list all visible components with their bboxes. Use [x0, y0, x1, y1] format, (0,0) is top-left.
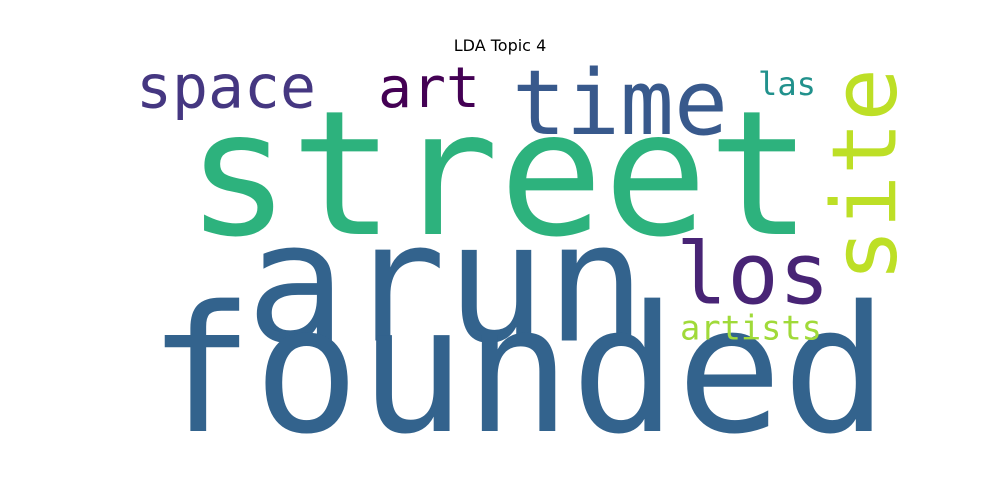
word-artists: artists: [680, 309, 822, 348]
word-art: art: [378, 56, 480, 121]
word-las: las: [758, 65, 816, 103]
word-time: time: [512, 52, 728, 156]
word-site: site: [814, 68, 917, 282]
word-los: los: [676, 226, 830, 325]
word-arun: arun: [246, 188, 646, 381]
chart-title: LDA Topic 4: [453, 36, 547, 55]
word-street: street: [186, 73, 812, 275]
word-founded: founded: [148, 269, 888, 473]
word-space: space: [136, 54, 316, 123]
